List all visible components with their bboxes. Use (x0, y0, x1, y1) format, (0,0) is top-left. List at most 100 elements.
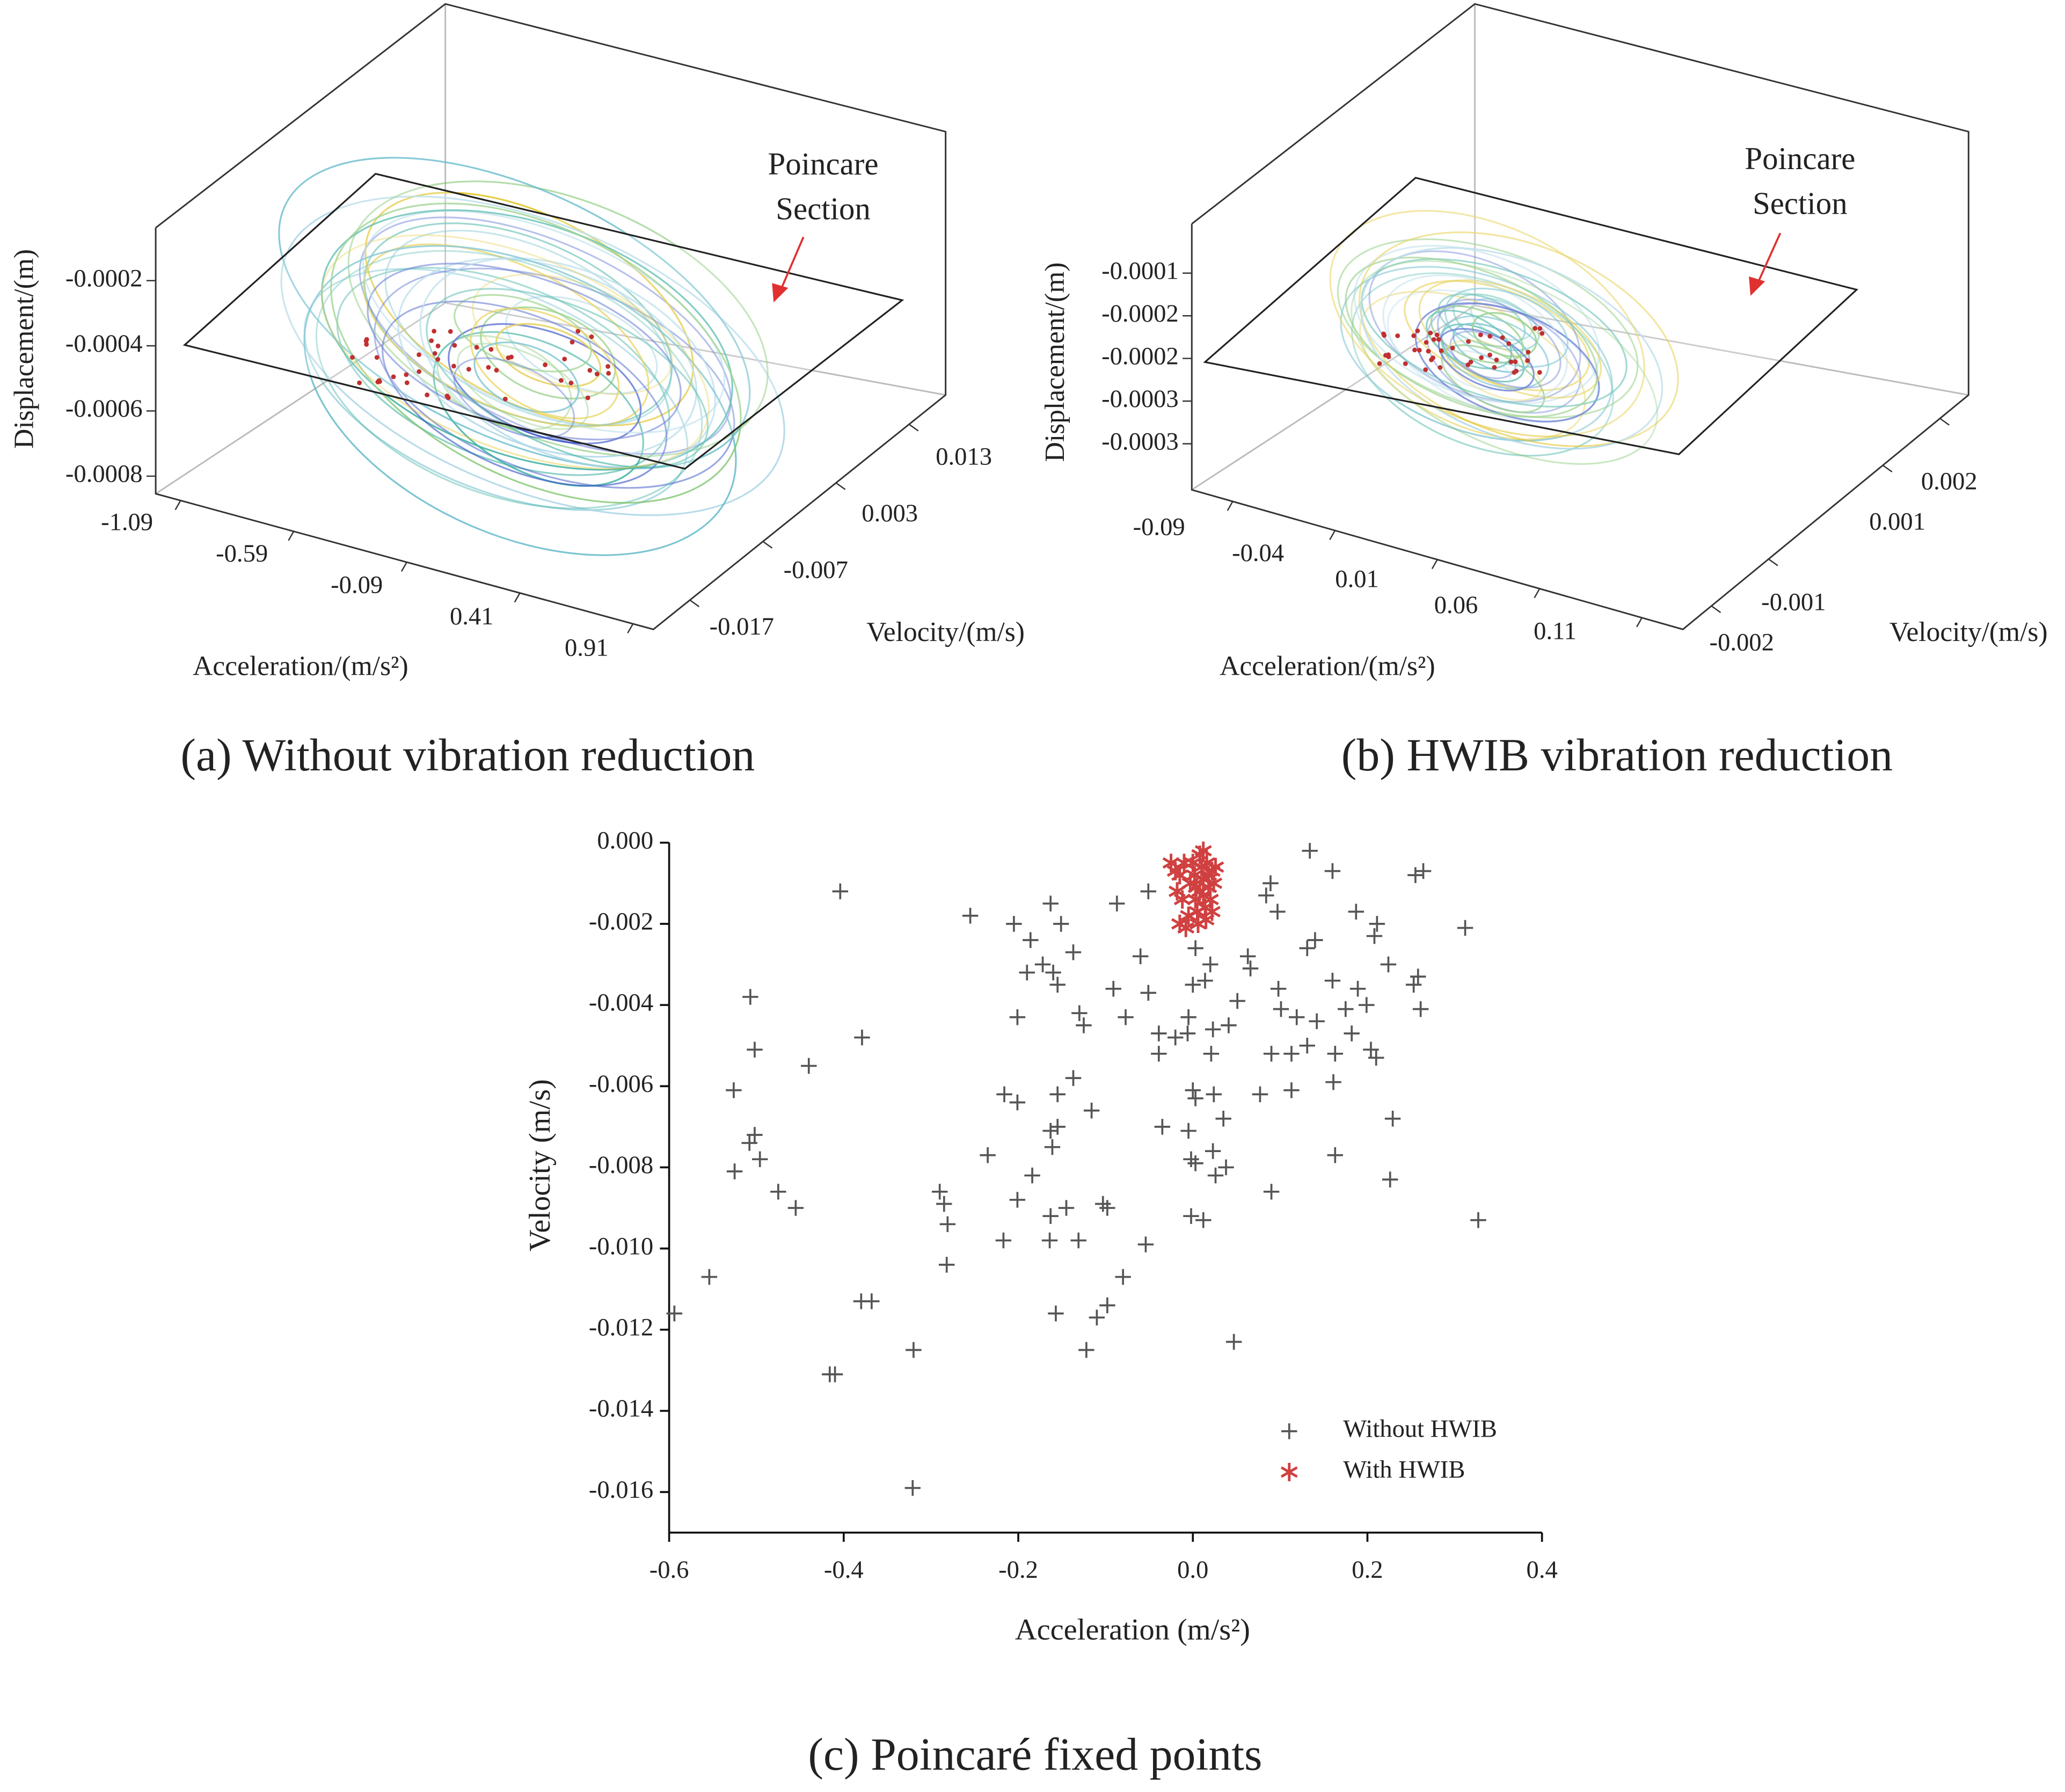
panel-b-frame (1191, 3, 1969, 630)
marker-plus (1384, 1111, 1401, 1127)
marker-asterisk (1201, 890, 1219, 909)
marker-plus (1042, 895, 1059, 912)
poincare-plane (183, 172, 904, 470)
section-point (1513, 359, 1518, 365)
x-tick (1227, 501, 1234, 511)
section-point (594, 371, 600, 377)
z-tick-label: -0.0003 (1101, 385, 1179, 413)
trajectory (347, 180, 769, 457)
z-axis-label: Displacement/(m) (1040, 263, 1070, 462)
x-tick-label: 0.4 (1527, 1556, 1558, 1584)
y-tick (835, 482, 846, 490)
marker-plus (1019, 964, 1035, 981)
section-point (451, 363, 456, 369)
marker-plus (1187, 1155, 1203, 1171)
marker-plus (1023, 932, 1039, 948)
legend-label: With HWIB (1343, 1456, 1465, 1484)
x-tick (1636, 617, 1643, 628)
marker-plus (1299, 1037, 1315, 1054)
trajectory (303, 245, 737, 556)
marker-asterisk (1205, 874, 1223, 893)
poincare-plane (1203, 177, 1859, 455)
trajectory (1425, 309, 1513, 370)
trajectory (1445, 339, 1543, 402)
y-tick-label: -0.008 (589, 1151, 653, 1179)
marker-plus (1105, 981, 1121, 997)
marker-plus (864, 1293, 880, 1309)
marker-plus (1180, 1123, 1196, 1139)
marker-plus (827, 1366, 843, 1382)
marker-plus (996, 1086, 1012, 1103)
x-tick (627, 623, 634, 633)
z-tick-label: -0.0002 (1101, 300, 1179, 327)
x-tick (1431, 559, 1438, 570)
marker-plus (1205, 1021, 1221, 1038)
trajectory (1414, 302, 1600, 422)
annotation-arrows (772, 232, 1782, 303)
x-tick-label: 0.0 (1177, 1556, 1208, 1584)
y-axis-label: Velocity/(m/s) (1889, 617, 2048, 647)
marker-plus (1252, 1086, 1268, 1103)
y-tick-label: 0.003 (862, 499, 918, 527)
section-point (417, 369, 422, 374)
trajectory (426, 288, 709, 468)
z-tick-label: -0.0004 (65, 330, 143, 358)
marker-asterisk (1194, 841, 1212, 860)
annotation: Poincare (1745, 141, 1855, 176)
marker-plus (832, 883, 849, 900)
marker-plus (1205, 1143, 1221, 1159)
marker-plus (939, 1216, 956, 1233)
x-tick (288, 531, 295, 541)
marker-plus (726, 1163, 743, 1179)
section-point (1468, 359, 1473, 365)
annotation: Poincare (768, 147, 879, 181)
marker-plus (1410, 968, 1426, 985)
marker-asterisk (1280, 1462, 1298, 1482)
y-tick-label: 0.013 (936, 442, 992, 470)
marker-asterisk (1177, 919, 1195, 937)
marker-plus (1309, 1013, 1325, 1030)
marker-plus (747, 1041, 763, 1058)
y-axis-label: Velocity (m/s) (523, 1079, 557, 1251)
section-point (1428, 330, 1433, 336)
marker-asterisk (1181, 874, 1199, 893)
marker-plus (1140, 883, 1157, 900)
section-point (364, 337, 369, 342)
section-point (606, 370, 611, 376)
marker-plus (1151, 1046, 1167, 1062)
marker-plus (1325, 1074, 1341, 1090)
trajectory (1404, 280, 1590, 391)
marker-plus (701, 1269, 718, 1285)
section-point (494, 368, 499, 373)
trajectory (382, 300, 668, 487)
marker-plus (801, 1058, 817, 1074)
marker-plus (751, 1151, 768, 1168)
x-tick-label: -1.09 (101, 508, 153, 536)
trajectory (1360, 247, 1663, 450)
y-tick-label: -0.016 (589, 1476, 653, 1504)
marker-plus (1273, 1001, 1289, 1017)
marker-plus (1044, 1139, 1061, 1155)
section-point (562, 356, 567, 362)
section-point (1423, 367, 1428, 373)
marker-plus (1099, 1297, 1115, 1314)
marker-plus (666, 1305, 683, 1322)
trajectory (472, 273, 673, 395)
section-point (1492, 365, 1497, 370)
marker-plus (1167, 1029, 1184, 1046)
scatter-axes (668, 842, 1542, 1534)
y-tick-label: -0.004 (589, 989, 653, 1017)
y-tick-label: -0.007 (784, 556, 848, 584)
section-point (1494, 358, 1499, 362)
marker-plus (1470, 1212, 1486, 1228)
x-tick-label: -0.59 (216, 540, 268, 567)
section-point (502, 396, 508, 402)
marker-plus (1239, 948, 1256, 965)
section-point (1533, 326, 1538, 331)
marker-plus (1283, 1046, 1300, 1062)
x-tick-label: 0.11 (1534, 617, 1577, 645)
y-tick-label: -0.001 (1761, 588, 1826, 616)
marker-plus (995, 1232, 1012, 1249)
y-tick-label: -0.002 (589, 908, 653, 936)
section-point (509, 354, 514, 360)
